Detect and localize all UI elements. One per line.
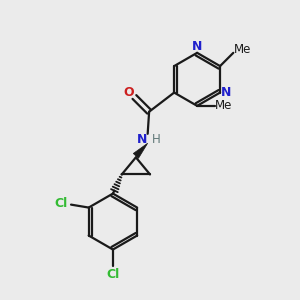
Text: N: N bbox=[221, 86, 232, 99]
Text: H: H bbox=[152, 133, 160, 146]
Text: O: O bbox=[123, 86, 134, 99]
Polygon shape bbox=[133, 143, 148, 158]
Text: N: N bbox=[192, 40, 202, 53]
Text: Cl: Cl bbox=[106, 268, 119, 281]
Text: N: N bbox=[136, 133, 147, 146]
Text: Me: Me bbox=[233, 44, 251, 56]
Text: Me: Me bbox=[215, 99, 232, 112]
Text: Cl: Cl bbox=[54, 196, 67, 210]
